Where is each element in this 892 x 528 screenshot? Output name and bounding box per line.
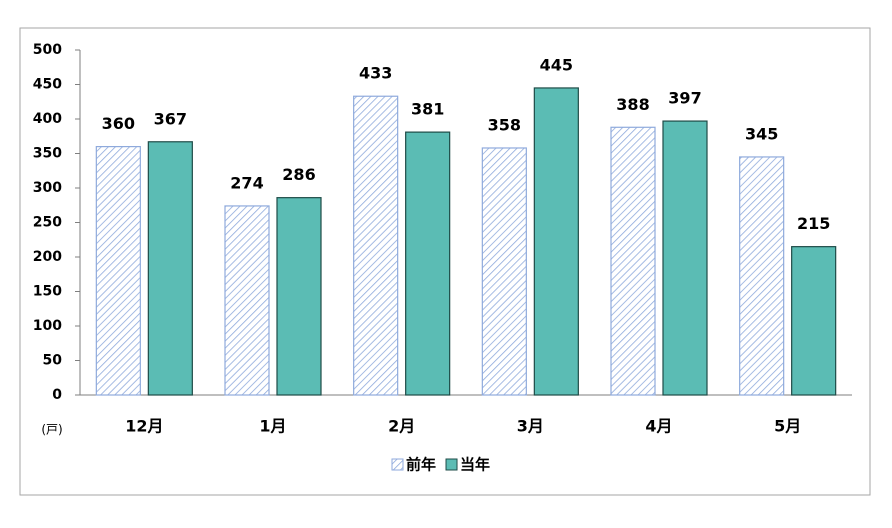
- legend-swatch: [445, 458, 458, 471]
- data-label: 274: [230, 173, 263, 192]
- bar: [610, 126, 656, 396]
- bar: [224, 205, 270, 396]
- bar: [662, 120, 708, 396]
- y-tick-label: 150: [33, 284, 62, 300]
- data-label: 367: [154, 109, 187, 128]
- x-tick-label: 4月: [645, 417, 672, 436]
- x-tick-label: 12月: [125, 417, 163, 436]
- data-label: 388: [616, 95, 649, 114]
- bar: [739, 156, 785, 396]
- y-tick-label: 300: [33, 180, 62, 196]
- data-label: 345: [745, 124, 778, 143]
- bar: [353, 95, 399, 396]
- y-tick-label: 200: [33, 249, 62, 265]
- y-tick-label: 500: [33, 42, 62, 58]
- y-tick-label: 100: [33, 318, 62, 334]
- y-tick-label: 50: [43, 353, 63, 369]
- x-tick-label: 3月: [517, 417, 544, 436]
- y-tick-label: 350: [33, 146, 62, 162]
- y-tick-label: 450: [33, 77, 62, 93]
- data-label: 445: [540, 55, 573, 74]
- data-label: 360: [102, 114, 135, 133]
- data-label: 433: [359, 64, 392, 83]
- legend-label: 当年: [460, 456, 490, 474]
- y-unit: (戸): [41, 423, 62, 437]
- data-label: 397: [668, 89, 701, 108]
- y-tick-label: 0: [52, 387, 62, 403]
- y-tick-label: 400: [33, 111, 62, 127]
- bar: [481, 147, 527, 396]
- legend-label: 前年: [406, 456, 436, 474]
- x-tick-label: 5月: [774, 417, 801, 436]
- data-label: 358: [488, 115, 521, 134]
- legend-swatch: [391, 458, 404, 471]
- bar: [791, 246, 837, 396]
- bar: [533, 87, 579, 396]
- bar: [276, 197, 322, 396]
- data-label: 286: [282, 165, 315, 184]
- bar: [95, 146, 141, 396]
- data-label: 381: [411, 100, 444, 119]
- y-tick-label: 250: [33, 215, 62, 231]
- x-tick-label: 2月: [388, 417, 415, 436]
- bar: [147, 141, 193, 396]
- bar: [405, 131, 451, 396]
- x-tick-label: 1月: [259, 417, 286, 436]
- data-label: 215: [797, 214, 830, 233]
